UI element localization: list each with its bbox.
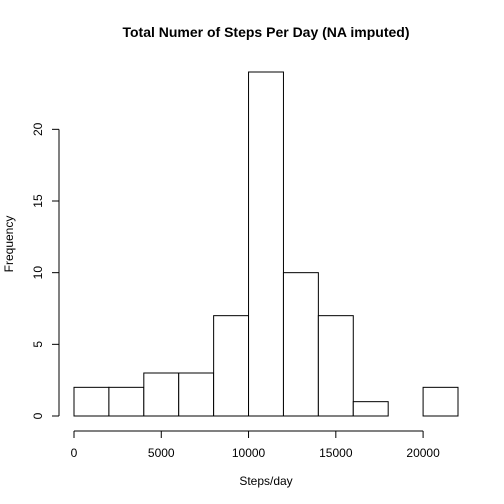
y-tick-label: 0 (31, 412, 45, 419)
bars-group (73, 71, 459, 417)
histogram-bar (352, 401, 389, 417)
histogram-bar (143, 372, 180, 417)
x-tick-label: 5000 (148, 446, 175, 460)
y-tick-label: 15 (31, 194, 45, 208)
y-axis: 0 5 10 15 20 (31, 122, 60, 419)
histogram-bar (108, 386, 145, 417)
x-tick-label: 20000 (406, 446, 440, 460)
histogram-bar (282, 272, 319, 417)
chart-title: Total Numer of Steps Per Day (NA imputed… (122, 24, 409, 40)
y-tick-label: 5 (31, 341, 45, 348)
histogram-bar (73, 386, 110, 417)
x-axis: 0 5000 10000 15000 20000 (71, 430, 440, 460)
x-tick-label: 15000 (319, 446, 353, 460)
x-tick-label: 10000 (232, 446, 266, 460)
histogram-bar (317, 315, 354, 417)
histogram-bar (248, 71, 284, 417)
y-axis-label: Frequency (2, 216, 16, 273)
x-axis-label: Steps/day (239, 474, 292, 488)
y-tick-label: 20 (31, 122, 45, 136)
y-tick-label: 10 (31, 266, 45, 280)
histogram-bar (213, 315, 250, 417)
histogram-bar (422, 386, 459, 417)
x-tick-label: 0 (71, 446, 78, 460)
histogram-bar (178, 372, 215, 417)
